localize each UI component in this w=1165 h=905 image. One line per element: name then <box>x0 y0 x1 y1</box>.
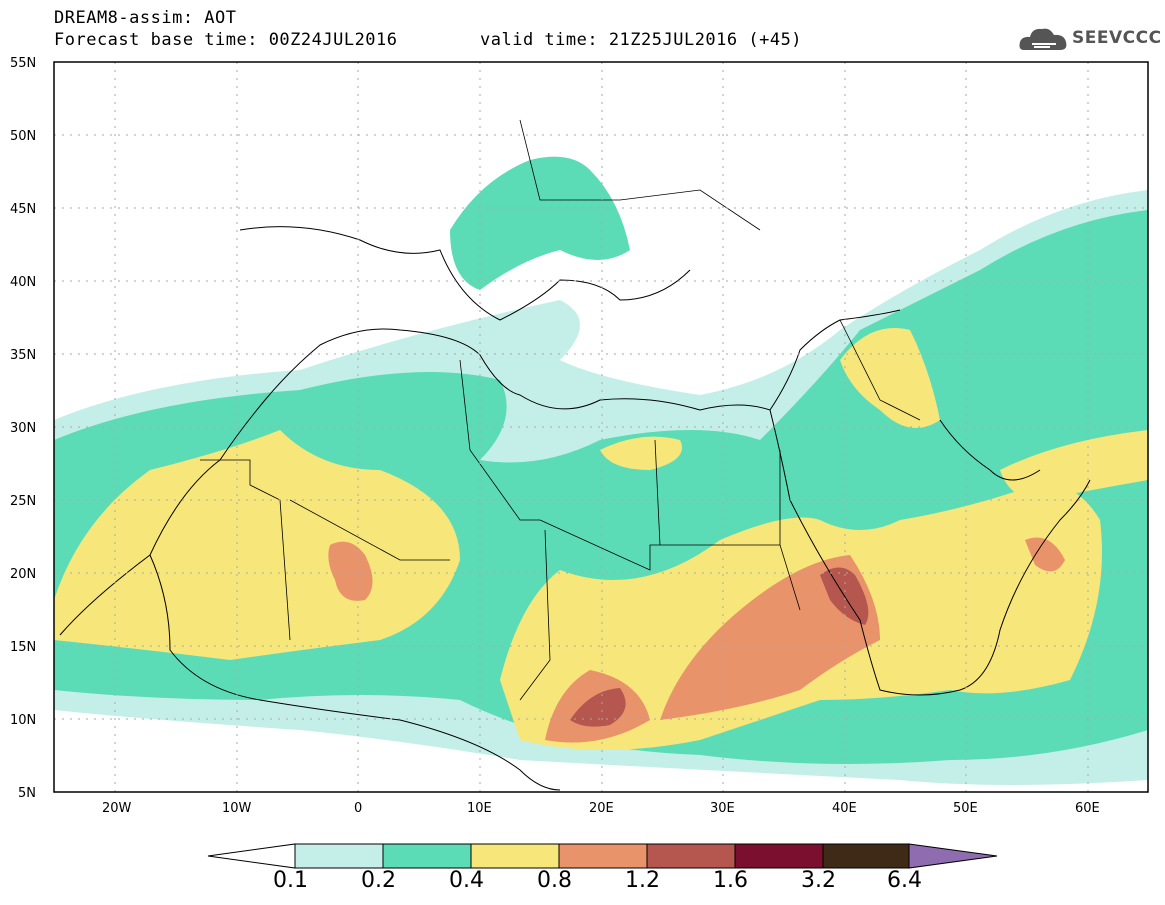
cloud-logo-icon <box>1019 28 1067 50</box>
colorbar-label: 0.4 <box>449 868 484 893</box>
colorbar-swatch-5 <box>734 843 824 869</box>
coastlines <box>59 226 1091 791</box>
colorbar-high-arrow <box>908 843 998 869</box>
lat-label: 5N <box>18 786 36 801</box>
aot-level-0.4-iraq <box>840 328 940 428</box>
valid-time: valid time: 21Z25JUL2016 (+45) <box>480 30 803 50</box>
lon-label: 10E <box>467 801 492 816</box>
aot-level-1.2-chad <box>570 688 626 727</box>
colorbar-swatch-3 <box>558 843 648 869</box>
lat-label: 40N <box>10 275 36 290</box>
aot-contours <box>54 156 1148 785</box>
colorbar-label: 0.1 <box>273 868 308 893</box>
aot-level-0.2-europe <box>450 156 630 290</box>
lat-label: 15N <box>10 640 36 655</box>
colorbar-label: 3.2 <box>801 868 836 893</box>
lon-label: 20W <box>102 801 132 816</box>
lat-label: 20N <box>10 567 36 582</box>
lon-label: 20E <box>589 801 614 816</box>
lat-label: 45N <box>10 202 36 217</box>
colorbar-low-arrow <box>207 843 296 869</box>
lat-label: 10N <box>10 713 36 728</box>
lon-label: 40E <box>832 801 857 816</box>
colorbar-label: 1.6 <box>713 868 748 893</box>
lat-label: 25N <box>10 494 36 509</box>
lon-label: 10W <box>222 801 252 816</box>
colorbar-label: 1.2 <box>625 868 660 893</box>
colorbar-swatch-2 <box>470 843 560 869</box>
country-borders <box>200 119 921 701</box>
colorbar-swatch-4 <box>646 843 736 869</box>
lat-label: 30N <box>10 421 36 436</box>
lon-label: 0 <box>354 801 362 816</box>
aot-level-0.8-oman <box>1025 537 1065 572</box>
colorbar-swatch-6 <box>822 843 910 869</box>
lon-label: 50E <box>953 801 978 816</box>
colorbar-label: 0.2 <box>361 868 396 893</box>
map-frame <box>53 61 1149 793</box>
lon-labels: 20W 10W 0 10E 20E 30E 40E 50E 60E <box>102 801 1100 816</box>
colorbar-label: 6.4 <box>887 868 922 893</box>
colorbar-swatch-1 <box>382 843 472 869</box>
aot-level-0.4-libya <box>600 436 682 470</box>
lat-label: 50N <box>10 129 36 144</box>
lon-label: 30E <box>710 801 735 816</box>
aot-level-0.8-sudan <box>660 555 880 720</box>
map-title: DREAM8-assim: AOT <box>54 8 237 28</box>
colorbar-swatch-0 <box>294 843 384 869</box>
lat-labels: 55N 50N 45N 40N 35N 30N 25N 20N 15N 10N … <box>10 56 36 801</box>
forecast-base-time: Forecast base time: 00Z24JUL2016 <box>54 30 398 50</box>
aot-level-0.4-arabia <box>1000 430 1148 500</box>
logo-text: SEEVCCC <box>1072 28 1162 48</box>
lon-label: 60E <box>1075 801 1100 816</box>
colorbar <box>207 843 998 869</box>
colorbar-label: 0.8 <box>537 868 572 893</box>
lat-label: 55N <box>10 56 36 71</box>
aot-level-0.8-mali <box>328 541 373 601</box>
lat-label: 35N <box>10 348 36 363</box>
